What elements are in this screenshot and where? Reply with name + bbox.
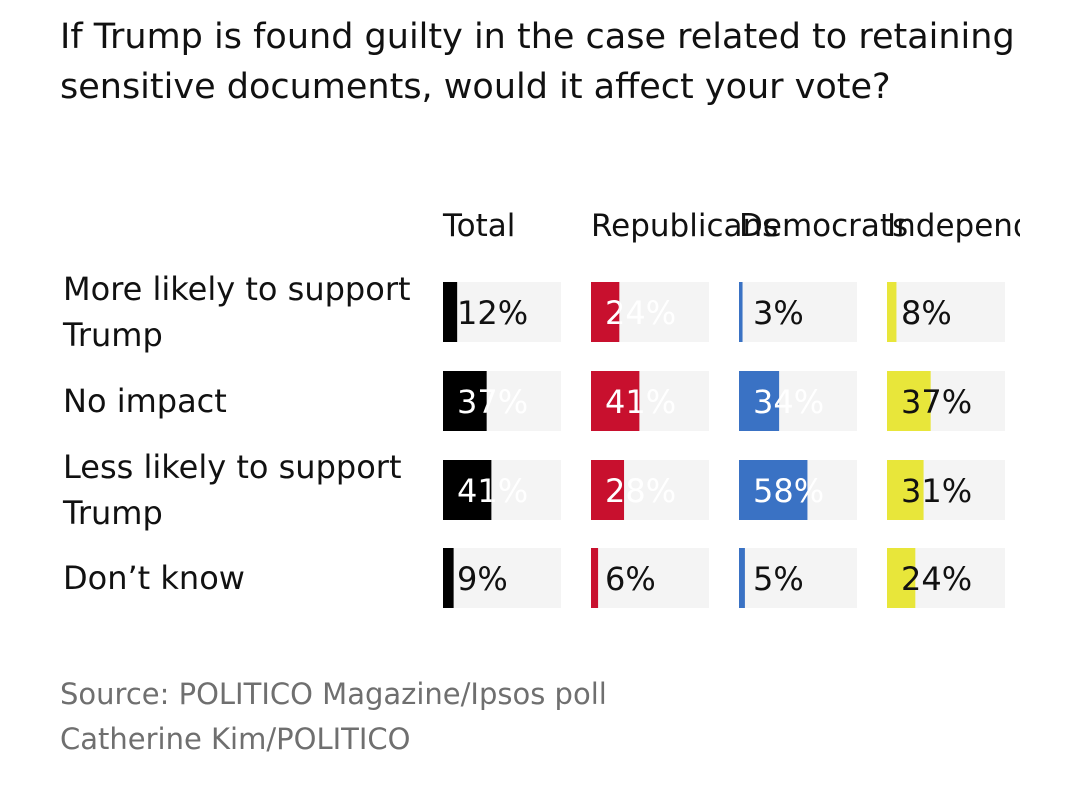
bar-group-republicans-3: 28%28% xyxy=(591,460,709,520)
value-label-on-track: 24% xyxy=(605,294,676,332)
value-label: 5% xyxy=(753,560,804,598)
bar xyxy=(591,371,640,431)
bar xyxy=(739,371,780,431)
series-header-democrats: Democrats xyxy=(739,208,908,244)
bar-group-democrats-3: 58%58% xyxy=(739,460,857,520)
source-block: Source: POLITICO Magazine/Ipsos poll Cat… xyxy=(60,672,607,762)
chart-title: If Trump is found guilty in the case rel… xyxy=(60,17,1015,107)
source-text: Source: POLITICO Magazine/Ipsos poll xyxy=(60,677,607,711)
bar-group-independents-3: 31% xyxy=(887,460,1005,520)
value-label-on-track: 58% xyxy=(753,472,824,510)
bar-group-republicans-1: 24%24% xyxy=(591,282,709,342)
value-label: 24% xyxy=(901,560,972,598)
bar-track xyxy=(443,548,561,608)
bar-group-independents-2: 37% xyxy=(887,371,1005,431)
category-label-less-likely-to-support-trump: Less likely to support Trump xyxy=(62,448,401,532)
value-label-on-track: 34% xyxy=(753,383,824,421)
category-label-don-t-know: Don’t know xyxy=(63,559,245,597)
bar-group-democrats-2: 34%34% xyxy=(739,371,857,431)
value-label: 31% xyxy=(901,472,972,510)
series-header-total: Total xyxy=(442,208,515,244)
value-label: 12% xyxy=(457,294,528,332)
bar-group-total-4: 9% xyxy=(443,548,561,608)
bar-group-republicans-2: 41%41% xyxy=(591,371,709,431)
value-label: 34% xyxy=(753,383,824,421)
value-label: 9% xyxy=(457,560,508,598)
series-header-republicans: Republicans xyxy=(591,208,778,244)
value-label-on-track: 41% xyxy=(457,472,528,510)
value-label-on-track: 28% xyxy=(605,472,676,510)
bar-track xyxy=(591,548,709,608)
bar-track xyxy=(887,282,1005,342)
value-label: 8% xyxy=(901,294,952,332)
bar xyxy=(739,548,745,608)
bar xyxy=(443,548,454,608)
bar xyxy=(591,548,599,608)
value-label: 37% xyxy=(457,383,528,421)
value-label: 24% xyxy=(605,294,676,332)
category-label-more-likely-to-support-trump: More likely to support Trump xyxy=(62,270,411,354)
bar-group-total-1: 12% xyxy=(443,282,561,342)
value-label: 28% xyxy=(605,472,676,510)
bar-track xyxy=(739,548,857,608)
value-label-on-track: 41% xyxy=(605,383,676,421)
bar-group-total-2: 37%37% xyxy=(443,371,561,431)
bar xyxy=(887,282,897,342)
category-label-no-impact: No impact xyxy=(63,382,227,420)
value-label: 3% xyxy=(753,294,804,332)
bar-group-independents-1: 8% xyxy=(887,282,1005,342)
bar xyxy=(443,371,487,431)
value-label-on-track: 37% xyxy=(457,383,528,421)
value-label: 41% xyxy=(605,383,676,421)
bar-group-democrats-1: 3% xyxy=(739,282,857,342)
bar xyxy=(739,460,808,520)
bar xyxy=(887,460,924,520)
bar-track xyxy=(739,282,857,342)
bar-group-independents-4: 24% xyxy=(887,548,1005,608)
value-label: 58% xyxy=(753,472,824,510)
bar xyxy=(591,282,620,342)
credit-text: Catherine Kim/POLITICO xyxy=(60,722,411,756)
value-label: 41% xyxy=(457,472,528,510)
bar xyxy=(443,282,458,342)
bar-group-democrats-4: 5% xyxy=(739,548,857,608)
bar xyxy=(443,460,492,520)
bar xyxy=(887,371,931,431)
value-label: 6% xyxy=(605,560,656,598)
bar-group-republicans-4: 6% xyxy=(591,548,709,608)
bar xyxy=(739,282,743,342)
bar-track xyxy=(443,282,561,342)
value-label: 37% xyxy=(901,383,972,421)
bar xyxy=(591,460,625,520)
series-header-independents: Independents xyxy=(887,208,1080,244)
bar-group-total-3: 41%41% xyxy=(443,460,561,520)
bar xyxy=(887,548,916,608)
